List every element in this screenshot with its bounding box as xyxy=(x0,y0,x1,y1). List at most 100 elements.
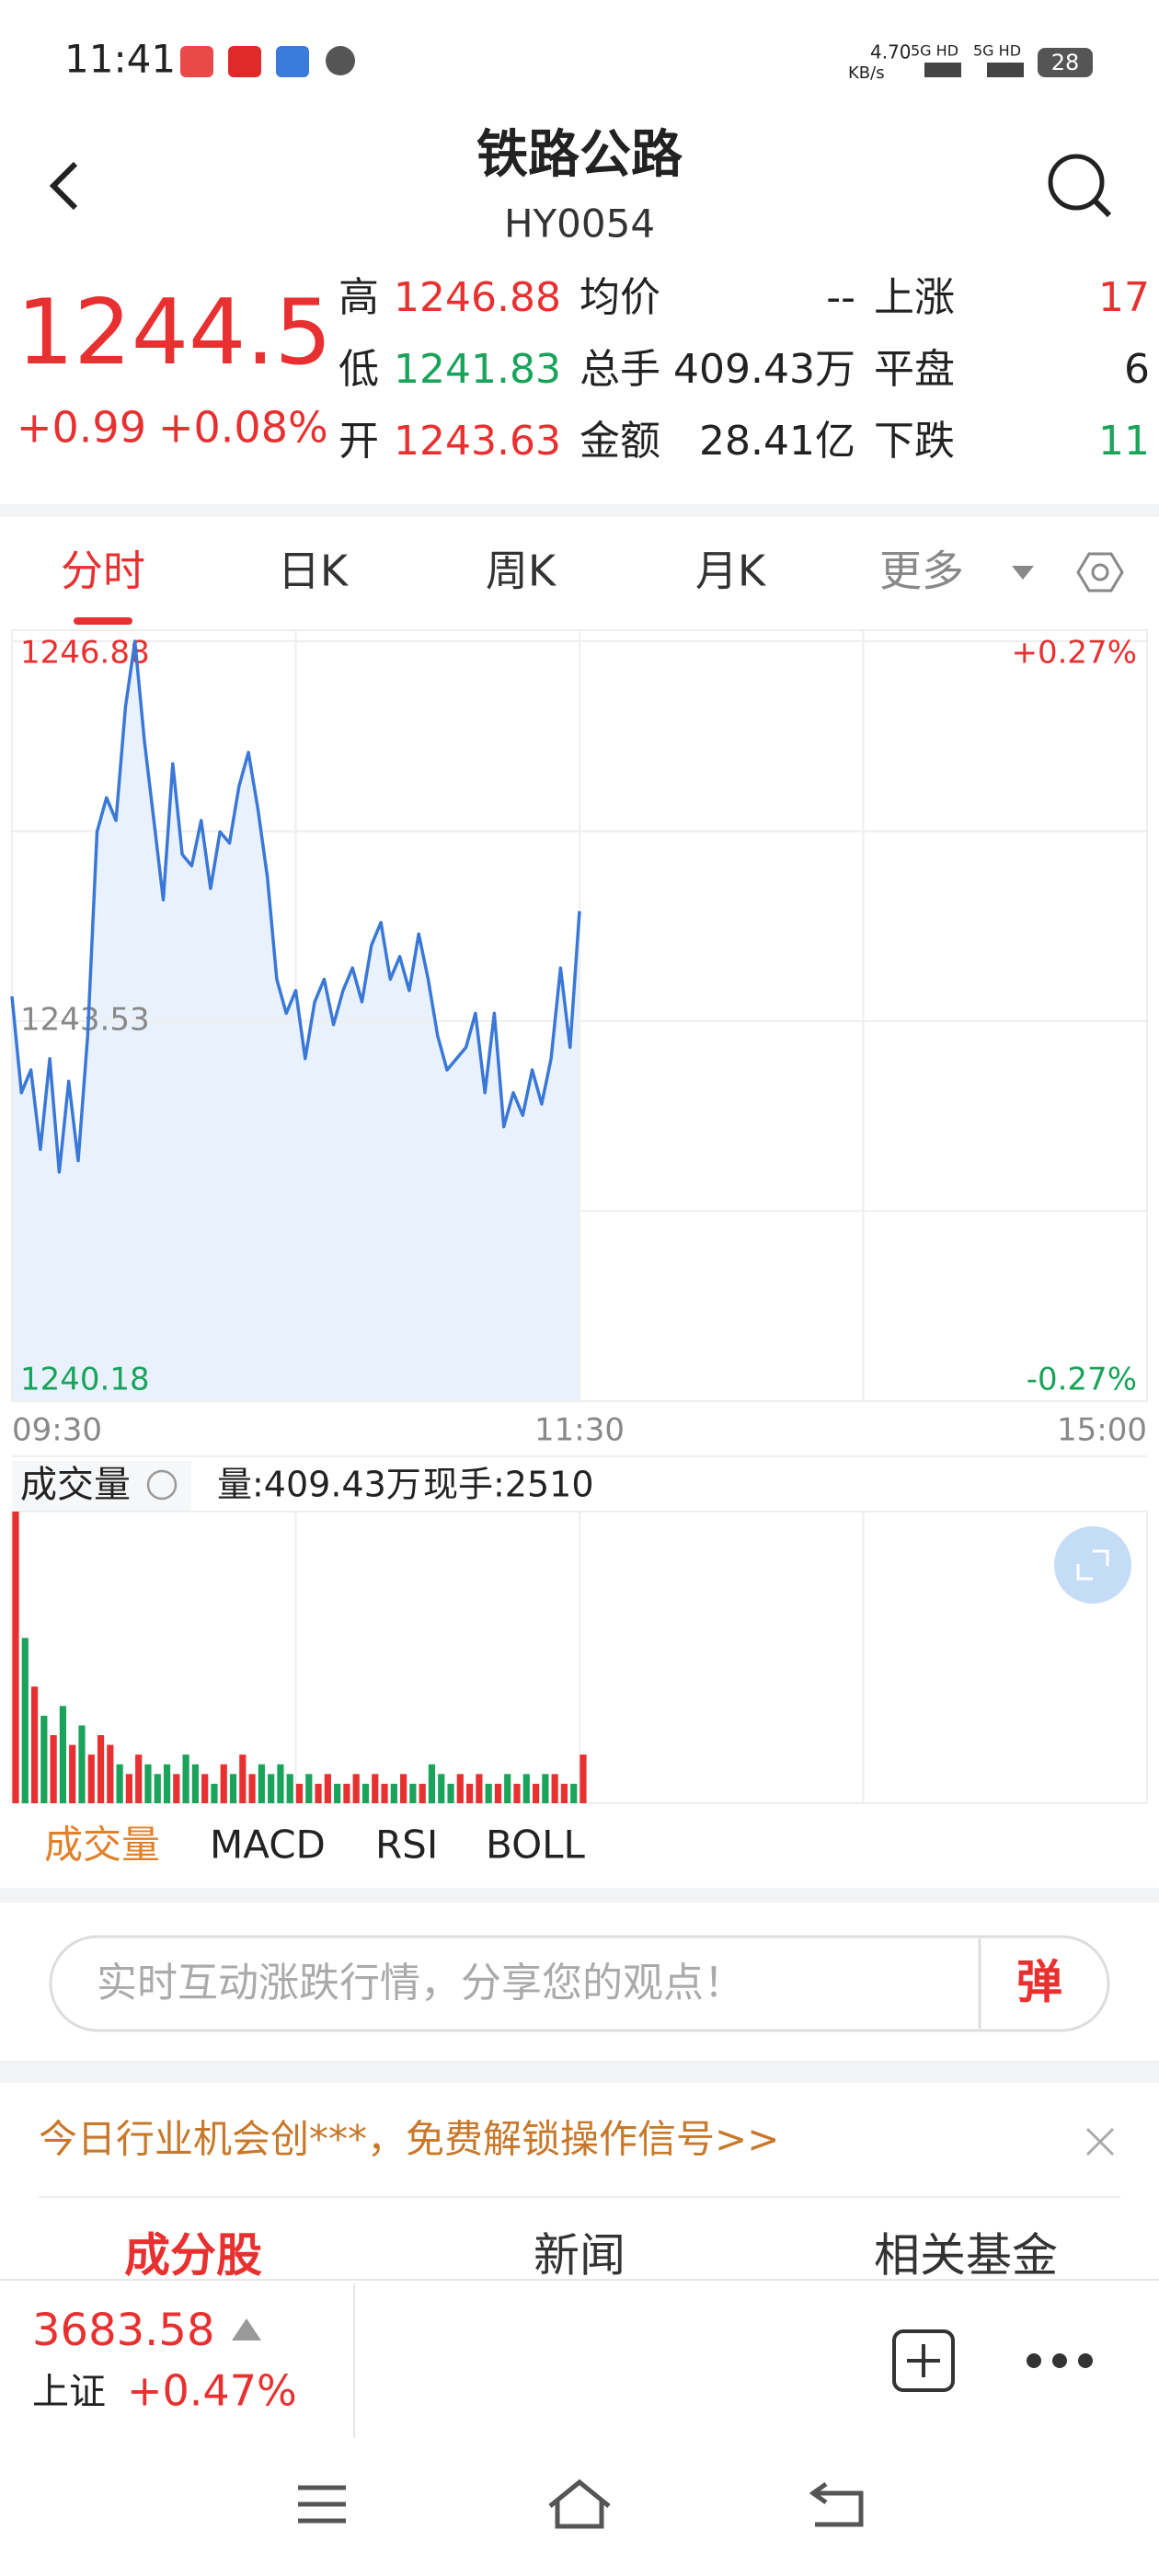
volume-bar xyxy=(107,1744,114,1803)
price: 1244.5 xyxy=(17,281,332,385)
stat-label: 开 xyxy=(339,418,379,465)
volume-bar xyxy=(494,1783,502,1803)
tab[interactable]: 分时 xyxy=(61,546,145,596)
app-icon xyxy=(228,46,261,77)
volume-bar xyxy=(229,1774,237,1803)
volume-bar xyxy=(532,1783,540,1803)
volume-bar xyxy=(476,1774,483,1803)
indicator-tab[interactable]: BOLL xyxy=(486,1823,586,1868)
stat-value: 1246.88 xyxy=(394,274,561,321)
stat-label: 高 xyxy=(339,274,379,321)
volume-bar xyxy=(522,1774,530,1803)
search-icon xyxy=(1092,198,1112,218)
tab[interactable]: 月K xyxy=(695,546,767,596)
volume-total: 量:409.43万 xyxy=(217,1465,421,1505)
volume-label-bg xyxy=(12,1461,191,1512)
help-icon[interactable] xyxy=(146,1469,178,1501)
tab[interactable]: 周K xyxy=(486,546,557,596)
search-button[interactable] xyxy=(1048,154,1112,218)
volume-bar xyxy=(381,1783,388,1803)
price-chart: 1240.18 1243.53 1246.88 -0.27% +0.27% 09:30 11… xyxy=(10,630,1148,1449)
volume-bar xyxy=(456,1774,464,1803)
section-tab[interactable]: 相关基金 xyxy=(874,2229,1058,2283)
stat-label: 下跌 xyxy=(874,418,955,465)
stat-label: 低 xyxy=(339,346,379,393)
volume-bar xyxy=(570,1783,578,1803)
tab-indicator xyxy=(74,617,132,625)
volume-current: 现手:2510 xyxy=(423,1465,594,1505)
comment-placeholder: 实时互动涨跌行情，分享您的观点！ xyxy=(97,1960,744,2007)
section-tab[interactable]: 成分股 xyxy=(124,2229,262,2283)
add-icon xyxy=(892,2329,955,2392)
y2-tick-label: +0.27% xyxy=(1012,635,1138,672)
battery-icon xyxy=(1038,48,1093,77)
indicator-tab[interactable]: MACD xyxy=(210,1823,326,1868)
stat-value: 28.41亿 xyxy=(699,418,855,465)
index-value[interactable]: 3683.58 xyxy=(32,2305,215,2356)
volume-bar xyxy=(78,1725,86,1803)
volume-bar xyxy=(343,1783,350,1803)
comment-input[interactable] xyxy=(49,1935,1110,2032)
nav-back[interactable] xyxy=(809,2481,864,2527)
x-tick-label: 15:00 xyxy=(1057,1412,1147,1449)
battery-level: 28 xyxy=(1051,50,1080,75)
stat-value: 11 xyxy=(1098,418,1150,465)
volume-bar xyxy=(201,1774,209,1803)
volume-bar xyxy=(220,1764,227,1803)
add-button[interactable] xyxy=(892,2329,955,2392)
header-code: HY0054 xyxy=(504,201,655,247)
more-button[interactable] xyxy=(1027,2353,1093,2368)
stat-value: 409.43万 xyxy=(673,346,855,393)
separator xyxy=(0,504,1159,517)
section-tab[interactable]: 新闻 xyxy=(534,2229,625,2283)
volume-bar xyxy=(513,1783,521,1803)
volume-bar xyxy=(21,1638,29,1803)
indicator-tab[interactable]: 成交量 xyxy=(44,1823,160,1868)
volume-bar xyxy=(87,1754,95,1803)
volume-bar xyxy=(12,1512,19,1803)
network-type: 5G HD xyxy=(911,42,958,60)
settings-icon xyxy=(1091,563,1109,581)
stat-label: 金额 xyxy=(580,418,660,465)
promo-text[interactable]: 今日行业机会创***，免费解锁操作信号>> xyxy=(39,2117,779,2162)
volume-bar xyxy=(268,1774,275,1803)
volume-bar xyxy=(277,1764,284,1803)
stat-value: 1243.63 xyxy=(394,418,561,465)
more-icon xyxy=(1052,2353,1067,2368)
header-title: 铁路公路 xyxy=(476,125,683,185)
volume-label: 成交量 xyxy=(20,1464,131,1506)
volume-bar xyxy=(116,1764,123,1803)
indicator-tab[interactable]: RSI xyxy=(375,1823,438,1868)
stat-value: 1241.83 xyxy=(394,346,561,393)
y-tick-label: 1240.18 xyxy=(20,1362,150,1398)
volume-bar xyxy=(400,1774,407,1803)
tab[interactable]: 日K xyxy=(278,546,350,596)
nav-home[interactable] xyxy=(548,2478,611,2529)
dropdown-icon[interactable] xyxy=(1012,566,1034,580)
tab[interactable]: 更多 xyxy=(879,546,964,596)
settings-icon[interactable] xyxy=(1076,552,1124,592)
danmaku-button[interactable]: 弹 xyxy=(1016,1956,1062,2009)
expand-icon xyxy=(1076,1549,1109,1581)
close-button[interactable] xyxy=(1085,2127,1115,2156)
app-icon xyxy=(180,46,213,77)
volume-bar xyxy=(560,1783,568,1803)
separator xyxy=(0,1888,1159,1903)
volume-bar xyxy=(419,1783,426,1803)
volume-bar xyxy=(315,1783,322,1803)
volume-chart xyxy=(12,1512,865,1803)
nav-menu[interactable] xyxy=(298,2485,346,2524)
back-button[interactable] xyxy=(49,161,78,211)
volume-bar xyxy=(211,1783,218,1803)
volume-bar xyxy=(409,1783,417,1803)
volume-bar xyxy=(295,1783,304,1803)
change: +0.99 xyxy=(17,403,146,453)
y2-tick-label: -0.27% xyxy=(1027,1362,1137,1398)
volume-bar xyxy=(551,1774,558,1803)
stat-value: 17 xyxy=(1098,274,1150,321)
volume-bar xyxy=(135,1754,143,1803)
volume-bar xyxy=(59,1706,67,1803)
expand-button[interactable] xyxy=(1054,1526,1131,1604)
signal-icon xyxy=(987,63,1024,77)
